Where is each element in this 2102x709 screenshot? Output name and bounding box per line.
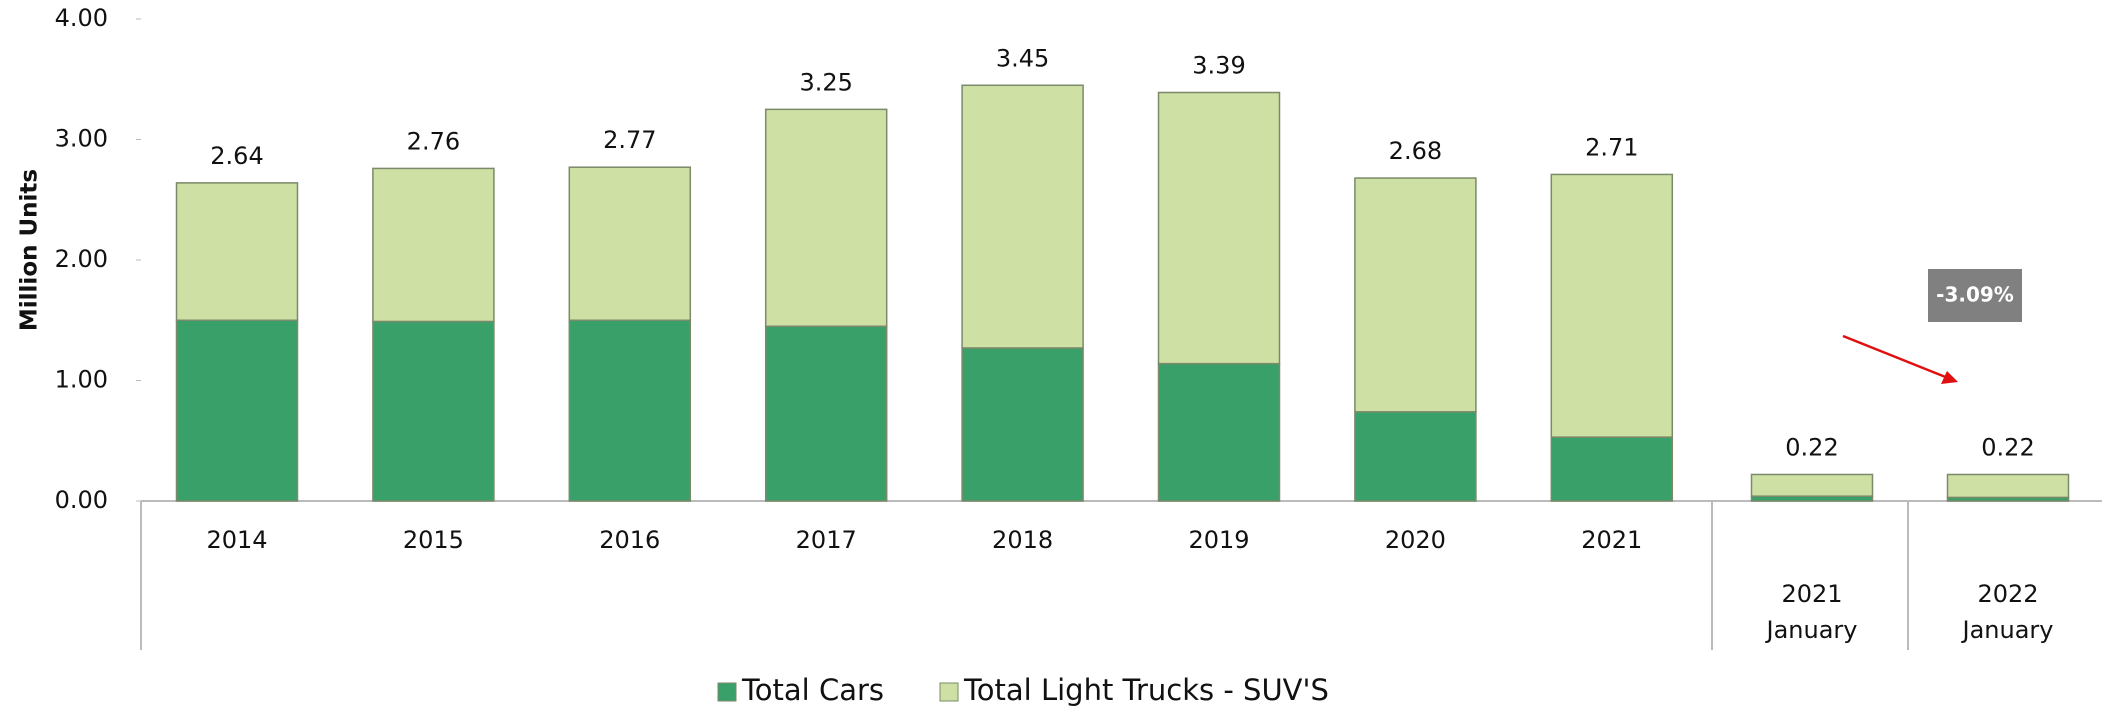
y-axis-label: Million Units xyxy=(17,169,43,331)
total-label: 3.45 xyxy=(996,44,1049,72)
y-tick-label: 4.00 xyxy=(55,4,108,32)
x-tick-label: 2019 xyxy=(1188,526,1249,554)
y-tick-label: 1.00 xyxy=(55,366,108,394)
y-tick-label: 0.00 xyxy=(55,486,108,514)
bar-segment xyxy=(1946,473,2070,499)
x-tick-label: 2021 xyxy=(1781,580,1842,608)
total-label: 0.22 xyxy=(1785,433,1838,461)
total-label: 2.68 xyxy=(1389,137,1442,165)
total-label: 2.71 xyxy=(1585,133,1638,161)
legend-swatch xyxy=(939,682,959,702)
bar-segment xyxy=(961,347,1084,502)
bar-segment xyxy=(1354,177,1477,413)
x-tick-label: January xyxy=(1765,616,1858,644)
bar-segment xyxy=(568,319,692,502)
legend-label: Total Cars xyxy=(741,673,884,707)
bar-segment xyxy=(372,320,495,502)
legend-swatch xyxy=(717,682,737,702)
x-tick-label: January xyxy=(1961,616,2054,644)
x-tick-label: 2021 xyxy=(1581,526,1642,554)
total-label: 2.64 xyxy=(210,142,263,170)
bar-segment xyxy=(1550,436,1674,502)
bar-segment xyxy=(1354,411,1477,502)
bar-segment xyxy=(1157,91,1281,365)
bar-segment xyxy=(961,84,1084,349)
bar-segment xyxy=(372,167,495,323)
bar-segment xyxy=(764,325,888,502)
x-tick-label: 2017 xyxy=(796,526,857,554)
bar-segment xyxy=(1157,362,1281,502)
bar-segment xyxy=(175,182,299,321)
bar-segment xyxy=(764,108,888,328)
y-tick-label: 3.00 xyxy=(55,125,108,153)
total-label: 3.25 xyxy=(799,68,852,96)
total-label: 2.76 xyxy=(407,127,460,155)
y-tick-label: 2.00 xyxy=(55,245,108,273)
total-label: 3.39 xyxy=(1192,52,1245,80)
total-label: 0.22 xyxy=(1981,433,2034,461)
annotation: -3.09% xyxy=(1936,283,2014,307)
x-tick-label: 2020 xyxy=(1385,526,1446,554)
x-tick-label: 2015 xyxy=(403,526,464,554)
arrow xyxy=(1842,334,1949,380)
annotation-box xyxy=(1928,269,2022,322)
legend-label: Total Light Trucks - SUV'S xyxy=(963,673,1329,707)
bar-segment xyxy=(1750,473,1874,497)
x-tick-label: 2016 xyxy=(599,526,660,554)
x-tick-label: 2014 xyxy=(206,526,267,554)
x-tick-label: 2022 xyxy=(1977,580,2038,608)
total-label: 2.77 xyxy=(603,126,656,154)
x-tick-label: 2018 xyxy=(992,526,1053,554)
arrow-head xyxy=(1941,371,1958,384)
bar-segment xyxy=(1550,173,1674,438)
bar-segment xyxy=(175,319,299,502)
bar-segment xyxy=(568,166,692,321)
